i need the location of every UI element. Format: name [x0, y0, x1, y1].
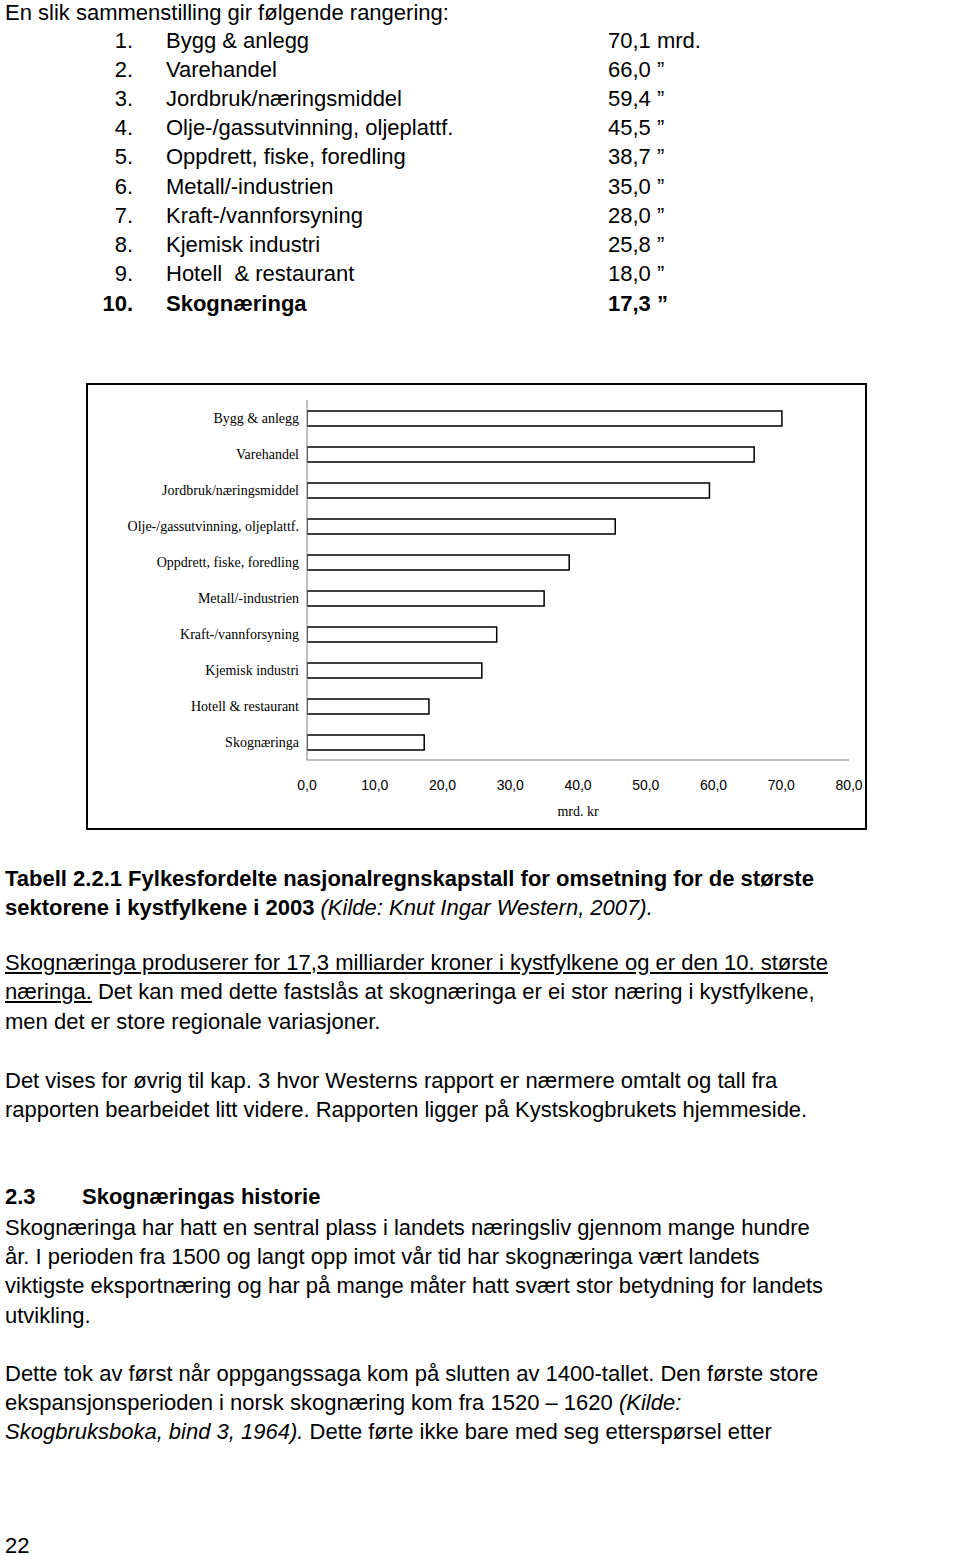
html-text:Kraft-/vannforsyning: Kraft-/vannforsyning [166, 202, 363, 228]
html-text:9.: 9. [114, 260, 133, 286]
svg-text:50,0: 50,0 [632, 777, 659, 793]
html-text:Skognæringa har hatt en sentra: Skognæringa har hatt en sentral plass i … [5, 1214, 810, 1240]
html-text:Hotell & restaurant: Hotell & restaurant [166, 260, 355, 286]
html-text:Skogbruksboka, bind 3, 1964).: Skogbruksboka, bind 3, 1964). Dette ført… [5, 1418, 772, 1444]
svg-text:Kraft-/vannforsyning: Kraft-/vannforsyning [180, 627, 299, 642]
html-text:17,3 ”: 17,3 ” [608, 290, 668, 316]
html-text:Varehandel: Varehandel [166, 56, 277, 82]
html-text:Oppdrett, fiske, foredling: Oppdrett, fiske, foredling [166, 143, 406, 169]
html-text:Skognæringas historie: Skognæringas historie [82, 1183, 321, 1209]
html-text:Skognæringa produserer for 17,: Skognæringa produserer for 17,3 milliard… [5, 949, 828, 975]
svg-text:10,0: 10,0 [361, 777, 388, 793]
html-text:men det er store regionale var: men det er store regionale variasjoner. [5, 1008, 381, 1034]
html-text:59,4 ”: 59,4 ” [608, 85, 665, 111]
html-text:10.: 10. [102, 290, 133, 316]
svg-text:Skognæringa: Skognæringa [225, 735, 300, 750]
html-text:år. I perioden fra 1500 og lan: år. I perioden fra 1500 og langt opp imo… [5, 1243, 760, 1269]
svg-text:0,0: 0,0 [297, 777, 317, 793]
html-text:45,5 ”: 45,5 ” [608, 114, 665, 140]
svg-text:60,0: 60,0 [700, 777, 727, 793]
html-text:28,0 ”: 28,0 ” [608, 202, 665, 228]
html-text:38,7 ”: 38,7 ” [608, 143, 665, 169]
html-text:Kjemisk industri: Kjemisk industri [166, 231, 320, 257]
html-text:Metall/-industrien: Metall/-industrien [166, 173, 334, 199]
svg-text:Bygg & anlegg: Bygg & anlegg [213, 411, 299, 426]
svg-text:Varehandel: Varehandel [236, 447, 299, 462]
svg-text:mrd. kr: mrd. kr [557, 804, 599, 819]
svg-text:70,0: 70,0 [768, 777, 795, 793]
svg-text:Metall/-industrien: Metall/-industrien [198, 591, 299, 606]
svg-text:30,0: 30,0 [497, 777, 524, 793]
svg-text:Kjemisk industri: Kjemisk industri [205, 663, 299, 678]
svg-text:Oppdrett, fiske, foredling: Oppdrett, fiske, foredling [157, 555, 299, 570]
svg-text:Olje-/gassutvinning, oljeplatt: Olje-/gassutvinning, oljeplattf. [128, 519, 299, 534]
svg-text:Jordbruk/næringsmiddel: Jordbruk/næringsmiddel [162, 483, 299, 498]
html-text:5.: 5. [114, 143, 133, 169]
html-text:66,0 ”: 66,0 ” [608, 56, 665, 82]
svg-text:Hotell & restaurant: Hotell & restaurant [191, 699, 299, 714]
html-text:Det vises for øvrig til kap. 3: Det vises for øvrig til kap. 3 hvor West… [5, 1067, 778, 1093]
svg-text:80,0: 80,0 [835, 777, 862, 793]
html-text:18,0 ”: 18,0 ” [608, 260, 665, 286]
html-text:viktigste eksportnæring og har: viktigste eksportnæring og har på mange … [5, 1272, 824, 1298]
html-text:35,0 ”: 35,0 ” [608, 173, 665, 199]
html-text:sektorene i kystfylkene i 2003: sektorene i kystfylkene i 2003 (Kilde: K… [5, 894, 653, 920]
html-text:ekspansjonsperioden i norsk sk: ekspansjonsperioden i norsk skognæring k… [5, 1389, 682, 1415]
html-text:En slik sammenstilling gir føl: En slik sammenstilling gir følgende rang… [5, 0, 449, 25]
html-text:Bygg & anlegg: Bygg & anlegg [166, 27, 310, 53]
svg-text:40,0: 40,0 [564, 777, 591, 793]
html-text:Skognæringa: Skognæringa [166, 290, 307, 316]
html-text:Dette tok av først når oppgang: Dette tok av først når oppgangssaga kom … [5, 1360, 819, 1386]
html-text:2.: 2. [114, 56, 133, 82]
html-text:rapporten bearbeidet litt vide: rapporten bearbeidet litt videre. Rappor… [5, 1096, 808, 1122]
html-text:Tabell 2.2.1 Fylkesfordelte na: Tabell 2.2.1 Fylkesfordelte nasjonalregn… [5, 865, 814, 891]
html-text:2.3: 2.3 [5, 1183, 36, 1209]
html-text:25,8 ”: 25,8 ” [608, 231, 665, 257]
html-text:1.: 1. [114, 27, 133, 53]
html-text:70,1 mrd.: 70,1 mrd. [608, 27, 701, 53]
html-text:næringa. Det kan med dette fas: næringa. Det kan med dette fastslås at s… [5, 978, 815, 1004]
html-text:8.: 8. [114, 231, 133, 257]
html-text:3.: 3. [114, 85, 133, 111]
html-text:6.: 6. [114, 173, 133, 199]
html-text:Jordbruk/næringsmiddel: Jordbruk/næringsmiddel [166, 85, 402, 111]
html-text:7.: 7. [114, 202, 133, 228]
svg-text:20,0: 20,0 [429, 777, 456, 793]
html-text:utvikling.: utvikling. [5, 1302, 91, 1328]
html-text:4.: 4. [114, 114, 133, 140]
html-text:Olje-/gassutvinning, oljeplatt: Olje-/gassutvinning, oljeplattf. [166, 114, 454, 140]
